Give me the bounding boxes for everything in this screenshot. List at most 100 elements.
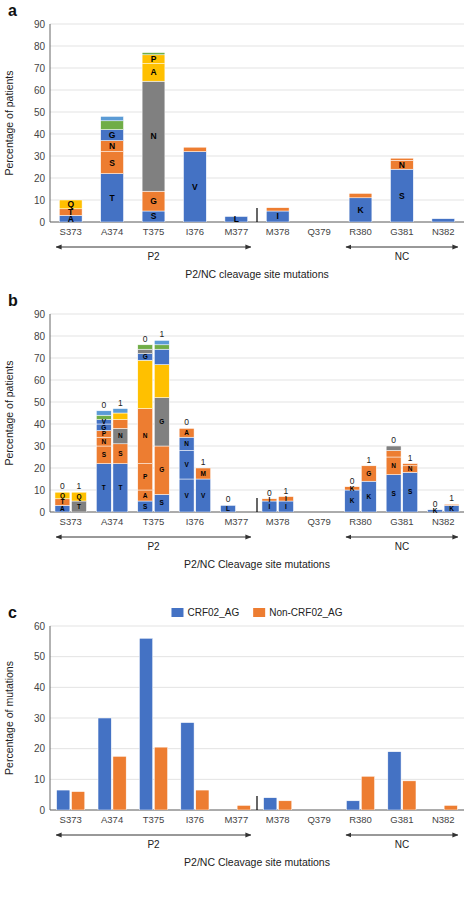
bar-segment	[386, 450, 401, 457]
grid-line	[50, 718, 464, 719]
bar	[222, 810, 235, 811]
grid-line	[50, 112, 464, 113]
bracket	[346, 835, 458, 836]
x-tick-label: M378	[266, 814, 290, 825]
bar-segment	[101, 121, 124, 130]
bar-segment	[432, 219, 455, 222]
x-tick-label: M378	[266, 226, 290, 237]
bar-segment	[386, 446, 401, 450]
y-tick-label: 50	[34, 107, 46, 118]
bar-segment	[142, 55, 165, 64]
bar-segment	[221, 505, 236, 512]
segment-label: P	[143, 473, 148, 480]
x-axis-label: P2/NC Cleavage site mutations	[184, 558, 330, 570]
group-label: 1	[77, 481, 82, 491]
bar-segment	[96, 411, 111, 415]
group-label: 0	[226, 494, 231, 504]
bar-segment	[72, 492, 87, 501]
bracket-label: NC	[395, 541, 409, 552]
panel-title: a	[8, 2, 17, 19]
y-tick-label: 60	[34, 621, 46, 632]
bar	[72, 792, 85, 810]
segment-label: A	[150, 67, 156, 77]
segment-label: L	[226, 505, 230, 512]
panel-a: 0102030405060708090aPercentage of patien…	[3, 2, 464, 280]
bracket-label: NC	[395, 251, 409, 262]
y-tick-label: 20	[34, 463, 46, 474]
bar-segment	[184, 152, 207, 222]
bar-segment	[142, 81, 165, 191]
y-tick-label: 60	[34, 85, 46, 96]
y-tick-label: 20	[34, 173, 46, 184]
grid-line	[50, 779, 464, 780]
segment-label: K	[357, 205, 364, 215]
x-tick-label: A374	[101, 814, 123, 825]
bar-segment	[154, 446, 169, 494]
bar-segment	[113, 420, 128, 429]
bar-segment	[96, 437, 111, 446]
y-tick-label: 30	[34, 441, 46, 452]
grid-line	[50, 656, 464, 657]
bar	[237, 805, 250, 810]
bar	[113, 756, 126, 810]
bracket-label: P2	[147, 541, 160, 552]
bar	[403, 781, 416, 810]
group-label: 0	[60, 481, 65, 491]
bar-segment	[101, 152, 124, 174]
y-tick-label: 90	[34, 19, 46, 30]
bar	[279, 801, 292, 810]
grid-line	[50, 687, 464, 688]
x-tick-label: I376	[186, 814, 205, 825]
bar-segment	[196, 479, 211, 512]
bar	[154, 747, 167, 810]
grid-line	[50, 468, 464, 469]
bar-segment	[138, 360, 153, 408]
x-axis-label: P2/NC Cleavage site mutations	[184, 856, 330, 868]
y-tick-label: 40	[34, 682, 46, 693]
bar-segment	[59, 200, 82, 209]
legend-label: Non-CRF02_AG	[269, 607, 343, 618]
group-label: 1	[159, 329, 164, 339]
y-tick-label: 20	[34, 743, 46, 754]
x-tick-label: A374	[101, 226, 123, 237]
bar-segment	[391, 169, 414, 222]
segment-label: L	[234, 214, 239, 224]
bar-segment	[142, 191, 165, 211]
y-tick-label: 0	[39, 805, 45, 816]
bar	[361, 776, 374, 810]
bracket	[346, 537, 458, 538]
segment-label: N	[143, 432, 148, 439]
bar-segment	[184, 147, 207, 151]
bar-segment	[96, 446, 111, 464]
segment-label: T	[118, 484, 122, 491]
segment-label: M	[200, 470, 205, 477]
bar-segment	[113, 444, 128, 464]
y-axis-label: Percentage of patients	[3, 360, 15, 465]
bar	[346, 801, 359, 810]
bar-segment	[72, 501, 87, 512]
y-axis-line	[50, 626, 51, 810]
segment-label: S	[143, 503, 148, 510]
bar-segment	[444, 505, 459, 512]
bar-segment	[96, 431, 111, 438]
bar-segment	[179, 479, 194, 512]
segment-label: A	[184, 429, 189, 436]
segment-label: S	[109, 158, 115, 168]
bar-segment	[361, 466, 376, 481]
bar-segment	[386, 457, 401, 475]
panel-title: c	[8, 604, 17, 621]
bracket-label: NC	[395, 839, 409, 850]
grid-line	[50, 380, 464, 381]
bar-segment	[391, 160, 414, 169]
x-tick-label: M378	[266, 516, 290, 527]
x-axis-label: P2/NC cleavage site mutations	[185, 268, 329, 280]
y-tick-label: 40	[34, 129, 46, 140]
bar-segment	[55, 499, 70, 506]
segment-label: I	[285, 495, 287, 502]
group-label: 0	[184, 417, 189, 427]
segment-label: P	[151, 54, 157, 64]
bracket-label: P2	[147, 839, 160, 850]
segment-label: K	[350, 497, 355, 504]
segment-label: S	[408, 488, 413, 495]
y-tick-label: 80	[34, 41, 46, 52]
